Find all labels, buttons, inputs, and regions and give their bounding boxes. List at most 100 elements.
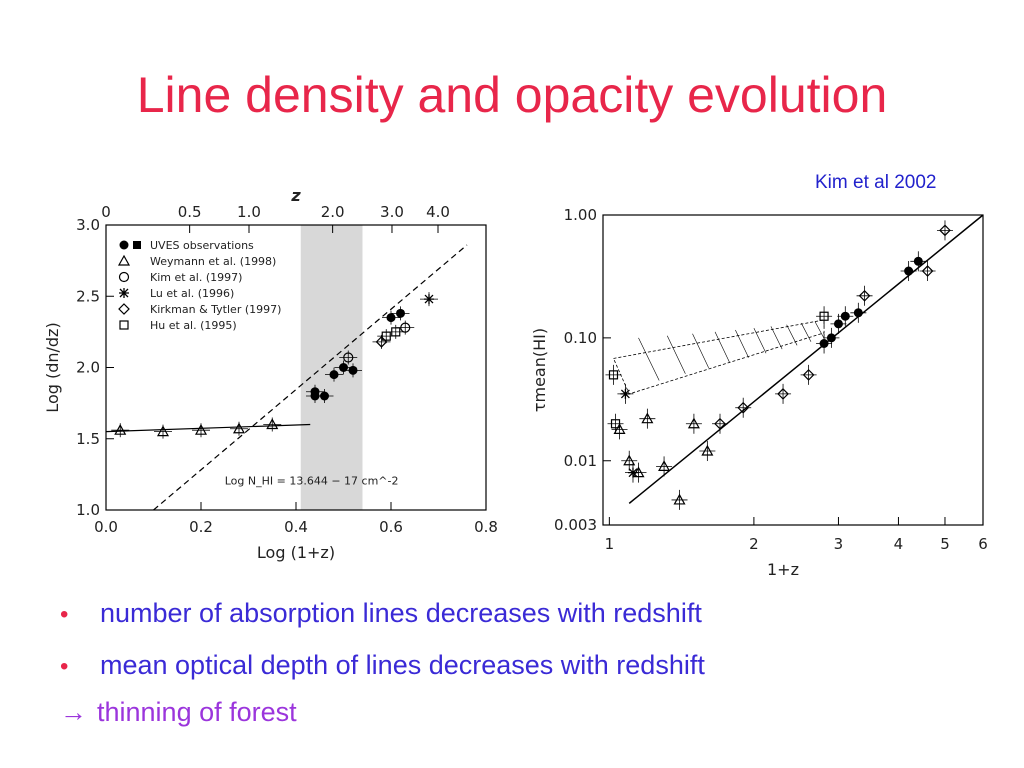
legend-marker [118,303,130,315]
model-band [612,319,825,395]
y-tick-label: 1.00 [564,206,597,224]
x-tick-label: 6 [978,535,988,553]
data-point [156,425,170,437]
data-point [921,265,934,277]
bullet-item: • mean optical depth of lines decreases … [60,650,1000,702]
data-point [802,369,815,381]
band-hatch [692,333,709,369]
data-point [381,331,391,341]
band-hatch [753,328,767,354]
band-hatch [638,337,660,381]
legend-marker [117,254,131,266]
data-point [613,423,626,434]
data-point [386,313,396,323]
data-point [627,467,638,478]
band-hatch [770,326,783,350]
y-tick-label: 2.5 [76,287,100,305]
plot-frame [602,214,984,526]
legend-label: Kirkman & Tytler (1997) [150,303,281,316]
data-point [701,444,714,456]
data-point [232,422,246,434]
legend-marker [119,288,129,298]
y-tick-label: 3.0 [76,216,100,234]
bullet-text: number of absorption lines decreases wit… [100,598,702,628]
data-point [391,327,401,337]
data-point [673,493,686,505]
bullet-text: mean optical depth of lines decreases wi… [100,650,705,680]
data-point [904,266,914,276]
data-point [819,311,829,321]
top-tick-label: 3.0 [380,203,404,221]
data-point [114,423,127,435]
conclusion-line: → thinning of forest [60,697,297,728]
x-axis-title: 1+z [767,560,799,579]
y-tick-label: 0.003 [554,516,597,534]
x-tick-label: 4 [894,535,904,553]
top-tick-label: 0 [101,203,111,221]
y-axis-title: Log (dn/dz) [43,322,62,412]
data-point [343,352,354,363]
data-point [714,417,726,430]
data-point [400,322,411,333]
data-point [819,338,829,348]
data-point [396,308,405,318]
x-tick-label: 2 [749,535,759,553]
y-tick-label: 0.10 [564,329,597,347]
data-point [826,333,836,343]
band-hatch [800,322,812,342]
dashed-fit-line [153,244,468,511]
data-point [620,388,631,399]
x-tick-label: 0.4 [284,518,308,536]
data-point [310,391,320,401]
x-tick-label: 1 [605,535,615,553]
data-point [348,365,358,375]
top-tick-label: 2.0 [321,203,345,221]
data-point [737,401,750,414]
band-hatch [735,329,749,358]
data-point [777,388,789,400]
y-axis-title: τmean(HI) [530,328,549,412]
top-tick-label: 4.0 [426,203,450,221]
legend-marker [119,240,129,250]
legend-label: Hu et al. (1995) [150,319,237,332]
data-point [939,224,951,237]
bullet-dot-icon: • [60,653,69,680]
top-axis-title: z [290,186,301,205]
data-point [339,363,348,372]
data-point [610,419,621,429]
data-point [833,319,843,329]
bullet-item: • number of absorption lines decreases w… [60,598,1000,650]
legend-label: Kim et al. (1997) [150,271,242,284]
x-tick-label: 0.2 [189,518,213,536]
band-hatch [814,321,825,339]
conclusion-text: thinning of forest [97,697,297,727]
data-point [329,370,339,380]
citation: Kim et al 2002 [815,172,937,193]
y-tick-label: 0.01 [564,452,597,470]
legend-marker [119,320,129,330]
legend-marker [133,241,141,249]
x-axis-title: Log (1+z) [257,543,335,562]
x-tick-label: 3 [834,535,844,553]
bullet-list: • number of absorption lines decreases w… [60,598,1000,702]
band-hatch [666,335,686,374]
data-point [608,370,619,380]
legend-label: Weymann et al. (1998) [150,255,276,268]
fit-annotation: Log N_HI = 13.644 − 17 cm^-2 [225,474,399,487]
bullet-dot-icon: • [60,601,69,628]
y-tick-label: 2.0 [76,359,100,377]
data-point [266,418,279,430]
data-point [194,423,208,435]
data-point [840,311,850,321]
x-tick-label: 0.0 [94,518,118,536]
legend-label: UVES observations [150,239,254,252]
slide-title: Line density and opacity evolution [136,67,888,123]
legend-label: Lu et al. (1996) [150,287,234,300]
top-tick-label: 0.5 [178,203,202,221]
data-point [641,412,654,424]
data-point [658,460,671,471]
x-tick-label: 0.8 [474,518,498,536]
data-point [687,417,700,429]
band-hatch [786,324,798,346]
data-point [913,256,923,266]
